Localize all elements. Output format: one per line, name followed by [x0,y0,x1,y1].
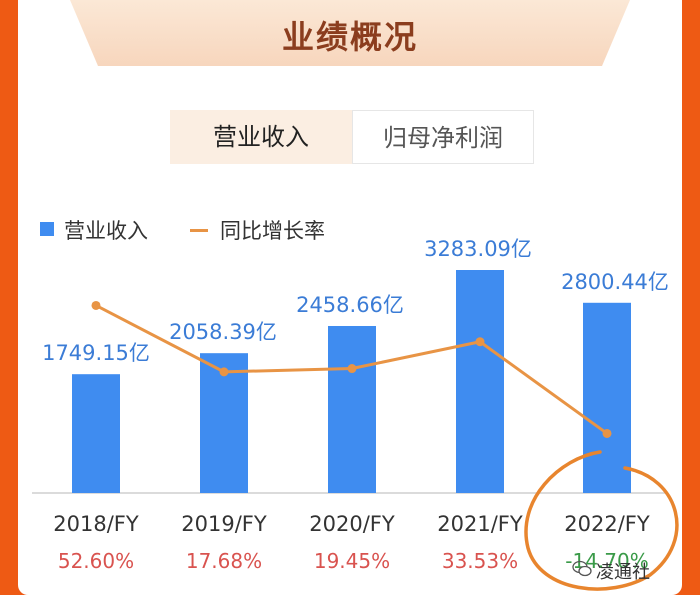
x-tick-label: 2019/FY [181,512,267,536]
bar-value-label: 1749.15亿 [42,341,150,365]
growth-point-4 [602,428,612,438]
watermark-text: 凌通社 [596,562,650,583]
bar-value-label: 2800.44亿 [561,270,669,294]
bar-value-label: 3283.09亿 [424,237,532,261]
chart-card [18,0,682,595]
tab-net-profit[interactable]: 归母净利润 [352,110,534,164]
bar-2021-fy [456,270,504,493]
legend-line-swatch [190,229,208,232]
growth-point-1 [219,367,229,377]
bar-2019-fy [200,353,248,493]
growth-point-3 [475,337,485,347]
tab-revenue[interactable]: 营业收入 [170,110,352,164]
x-tick-label: 2018/FY [53,512,139,536]
bar-2022-fy [583,302,631,493]
legend-line-label: 同比增长率 [220,219,325,243]
bar-2020-fy [328,325,376,493]
wechat-icon [572,560,592,577]
growth-rate-label: 19.45% [314,549,390,573]
growth-rate-label: 33.53% [442,549,518,573]
bar-value-label: 2058.39亿 [169,320,277,344]
bar-value-label: 2458.66亿 [296,293,404,317]
x-tick-label: 2021/FY [437,512,523,536]
legend-bar-label: 营业收入 [64,219,148,243]
x-tick-label: 2020/FY [309,512,395,536]
bar-2018-fy [72,374,120,493]
growth-point-2 [347,364,357,374]
legend-bar-swatch [40,222,54,236]
x-tick-label: 2022/FY [564,512,650,536]
title-banner: 业绩概况 [70,0,630,66]
growth-rate-label: 52.60% [58,549,134,573]
tab-bar: 营业收入 归母净利润 [170,110,534,164]
annotation-circle [524,450,679,591]
growth-rate-label: 17.68% [186,549,262,573]
growth-point-0 [91,300,101,310]
page-title: 业绩概况 [281,18,418,56]
